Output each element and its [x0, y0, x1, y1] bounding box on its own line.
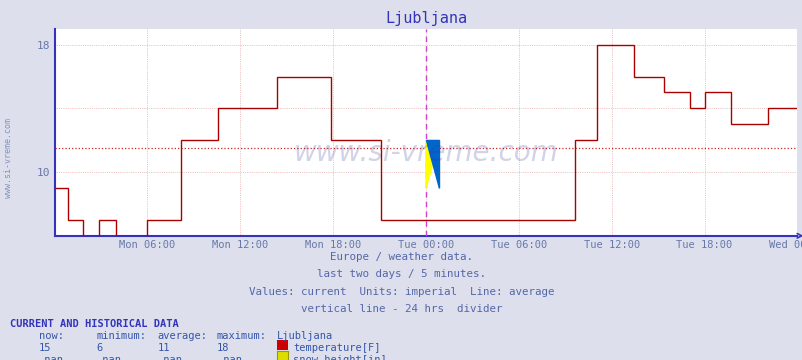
Text: temperature[F]: temperature[F] [293, 343, 380, 353]
Text: 6: 6 [96, 343, 103, 353]
Polygon shape [426, 140, 439, 188]
Text: 11: 11 [157, 343, 170, 353]
Text: now:: now: [38, 331, 63, 341]
Text: average:: average: [157, 331, 207, 341]
Text: 15: 15 [38, 343, 51, 353]
Polygon shape [426, 140, 439, 188]
Title: Ljubljana: Ljubljana [384, 11, 467, 26]
Text: www.si-vreme.com: www.si-vreme.com [4, 118, 14, 198]
Text: minimum:: minimum: [96, 331, 146, 341]
Text: last two days / 5 minutes.: last two days / 5 minutes. [317, 269, 485, 279]
Text: -nan: -nan [157, 355, 182, 360]
Text: Ljubljana: Ljubljana [277, 331, 333, 341]
Text: maximum:: maximum: [217, 331, 266, 341]
Text: Europe / weather data.: Europe / weather data. [330, 252, 472, 262]
Text: www.si-vreme.com: www.si-vreme.com [294, 139, 557, 167]
Text: Values: current  Units: imperial  Line: average: Values: current Units: imperial Line: av… [249, 287, 553, 297]
Text: CURRENT AND HISTORICAL DATA: CURRENT AND HISTORICAL DATA [10, 319, 179, 329]
Text: -nan: -nan [38, 355, 63, 360]
Text: -nan: -nan [217, 355, 241, 360]
Text: -nan: -nan [96, 355, 121, 360]
Text: 18: 18 [217, 343, 229, 353]
Text: snow height[in]: snow height[in] [293, 355, 387, 360]
Text: vertical line - 24 hrs  divider: vertical line - 24 hrs divider [301, 304, 501, 314]
